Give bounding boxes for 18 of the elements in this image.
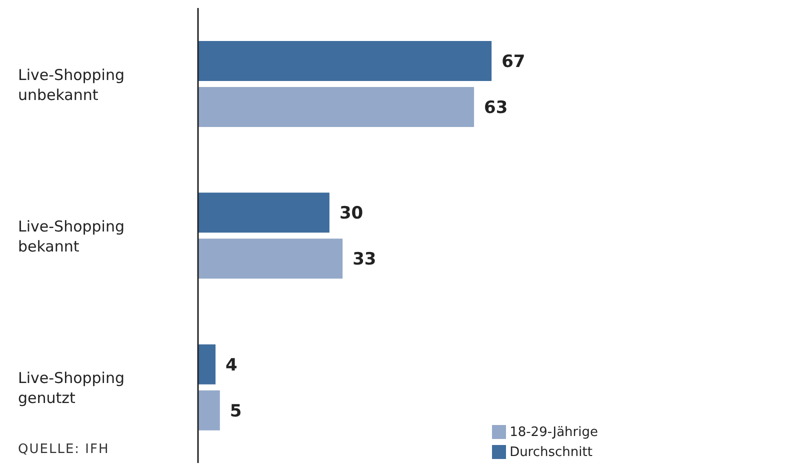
data-label: 4 <box>226 355 238 376</box>
bar <box>198 238 343 279</box>
data-label: 67 <box>502 52 526 72</box>
data-label: 5 <box>230 401 242 422</box>
bar <box>198 87 474 127</box>
y-tick-label: Live-Shopping genutzt <box>18 369 124 408</box>
y-tick-label: Live-Shopping bekannt <box>18 218 124 256</box>
source-note: QUELLE: IFH <box>18 442 110 457</box>
data-label: 63 <box>484 98 508 118</box>
bar <box>198 41 492 81</box>
data-label: 30 <box>339 204 364 224</box>
legend-label: Durchschnitt <box>510 445 592 460</box>
legend-label: 18-29-Jährige <box>510 425 598 440</box>
data-label: 33 <box>352 250 376 270</box>
bar <box>198 390 220 430</box>
y-tick-label: Live-Shopping unbekannt <box>18 66 124 104</box>
bar <box>198 192 330 233</box>
bar <box>198 344 216 384</box>
